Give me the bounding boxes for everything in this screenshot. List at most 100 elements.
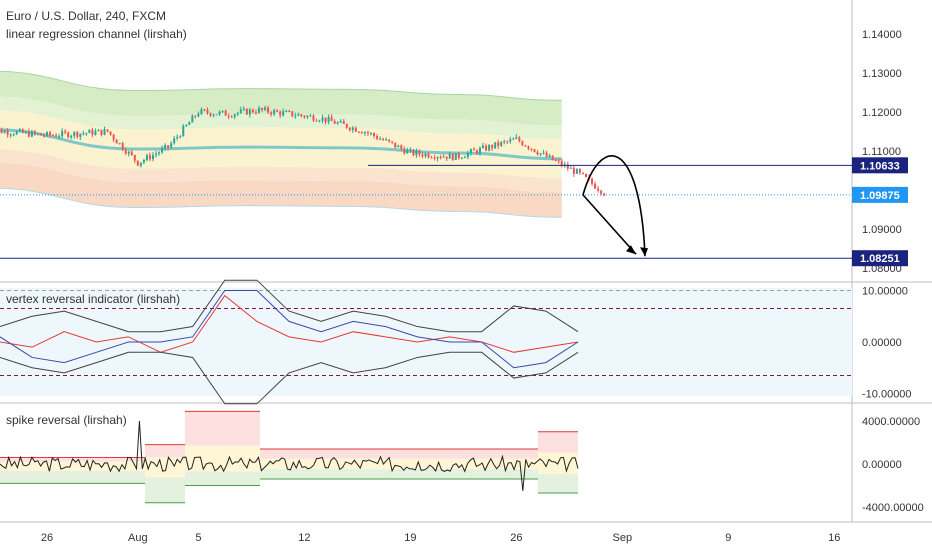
- candle-body[interactable]: [527, 146, 530, 149]
- symbol-title[interactable]: Euro / U.S. Dollar, 240, FXCM: [6, 9, 166, 23]
- candle-body[interactable]: [273, 110, 276, 115]
- candle-body[interactable]: [403, 148, 406, 154]
- candle-body[interactable]: [191, 115, 194, 123]
- candle-body[interactable]: [294, 115, 297, 117]
- candle-body[interactable]: [182, 126, 185, 137]
- candle-body[interactable]: [285, 111, 288, 113]
- candle-body[interactable]: [406, 150, 409, 154]
- candle-body[interactable]: [0, 129, 3, 133]
- candle-body[interactable]: [260, 108, 263, 110]
- candle-body[interactable]: [264, 107, 267, 110]
- candle-body[interactable]: [457, 153, 460, 158]
- candle-body[interactable]: [218, 111, 221, 115]
- candle-body[interactable]: [321, 117, 324, 121]
- candle-body[interactable]: [118, 143, 121, 145]
- candle-body[interactable]: [584, 173, 587, 178]
- candle-body[interactable]: [312, 115, 315, 121]
- candle-body[interactable]: [279, 111, 282, 116]
- candle-body[interactable]: [212, 114, 215, 116]
- candle-body[interactable]: [124, 149, 127, 154]
- candle-body[interactable]: [136, 160, 139, 166]
- candle-body[interactable]: [433, 157, 436, 159]
- candle-body[interactable]: [297, 114, 300, 116]
- candle-body[interactable]: [500, 141, 503, 146]
- candle-body[interactable]: [303, 115, 306, 118]
- candle-body[interactable]: [472, 149, 475, 151]
- candle-body[interactable]: [12, 134, 15, 136]
- candle-body[interactable]: [306, 115, 309, 118]
- candle-body[interactable]: [39, 133, 42, 136]
- candle-body[interactable]: [388, 139, 391, 142]
- candle-body[interactable]: [67, 132, 70, 138]
- candle-body[interactable]: [318, 120, 321, 122]
- candle-body[interactable]: [466, 152, 469, 158]
- projection-arrow-line[interactable]: [582, 194, 637, 255]
- candle-body[interactable]: [345, 123, 348, 128]
- candle-body[interactable]: [221, 110, 224, 112]
- candle-body[interactable]: [515, 137, 518, 139]
- vertex-axis[interactable]: 10.00000 0.00000 -10.00000: [862, 286, 912, 401]
- candle-body[interactable]: [376, 136, 379, 139]
- candle-body[interactable]: [475, 150, 478, 154]
- candle-body[interactable]: [270, 112, 273, 115]
- candle-body[interactable]: [15, 131, 18, 135]
- candle-body[interactable]: [52, 135, 55, 137]
- candle-body[interactable]: [276, 110, 279, 112]
- candle-body[interactable]: [94, 131, 97, 135]
- candle-body[interactable]: [469, 149, 472, 153]
- candle-body[interactable]: [330, 117, 333, 121]
- candle-body[interactable]: [482, 145, 485, 149]
- candle-body[interactable]: [548, 155, 551, 157]
- candle-body[interactable]: [46, 132, 48, 136]
- candle-body[interactable]: [581, 172, 584, 174]
- candle-body[interactable]: [348, 127, 351, 131]
- candle-body[interactable]: [539, 153, 542, 155]
- candle-body[interactable]: [300, 114, 303, 116]
- candle-body[interactable]: [109, 131, 112, 135]
- candle-body[interactable]: [385, 139, 388, 141]
- candle-body[interactable]: [42, 135, 45, 137]
- candle-body[interactable]: [463, 157, 466, 159]
- candle-body[interactable]: [391, 141, 394, 143]
- candle-body[interactable]: [400, 145, 403, 149]
- candle-body[interactable]: [61, 131, 64, 137]
- candle-body[interactable]: [421, 154, 424, 157]
- candle-body[interactable]: [49, 132, 52, 136]
- candle-body[interactable]: [397, 145, 400, 148]
- candle-body[interactable]: [58, 136, 61, 138]
- candle-body[interactable]: [603, 193, 606, 196]
- candle-body[interactable]: [554, 160, 557, 162]
- candle-body[interactable]: [188, 122, 191, 125]
- vertex-pane-title[interactable]: vertex reversal indicator (lirshah): [6, 292, 180, 306]
- candle-body[interactable]: [578, 169, 581, 173]
- candle-body[interactable]: [82, 133, 85, 135]
- candle-body[interactable]: [257, 108, 260, 113]
- candle-body[interactable]: [21, 129, 24, 133]
- price-axis[interactable]: 1.140001.130001.120001.110001.090001.080…: [862, 29, 902, 275]
- candle-body[interactable]: [363, 132, 366, 134]
- candle-body[interactable]: [24, 131, 27, 133]
- candle-body[interactable]: [351, 127, 354, 131]
- candle-body[interactable]: [560, 161, 563, 166]
- candle-body[interactable]: [488, 145, 491, 151]
- candle-body[interactable]: [155, 153, 158, 155]
- candle-body[interactable]: [130, 151, 133, 155]
- candle-body[interactable]: [73, 131, 76, 136]
- candle-body[interactable]: [600, 190, 603, 194]
- candle-body[interactable]: [97, 129, 100, 132]
- candle-body[interactable]: [354, 127, 357, 132]
- candle-body[interactable]: [200, 109, 203, 114]
- candle-body[interactable]: [254, 112, 257, 114]
- candle-body[interactable]: [167, 145, 170, 148]
- candle-body[interactable]: [230, 116, 233, 118]
- candle-body[interactable]: [521, 141, 524, 146]
- candle-body[interactable]: [309, 115, 312, 117]
- candle-body[interactable]: [536, 152, 539, 155]
- candles-group[interactable]: [0, 105, 606, 197]
- candle-body[interactable]: [36, 133, 39, 135]
- candle-body[interactable]: [18, 129, 21, 132]
- candle-body[interactable]: [3, 130, 6, 133]
- candle-body[interactable]: [251, 109, 254, 113]
- candle-body[interactable]: [233, 114, 236, 117]
- candle-body[interactable]: [409, 149, 412, 151]
